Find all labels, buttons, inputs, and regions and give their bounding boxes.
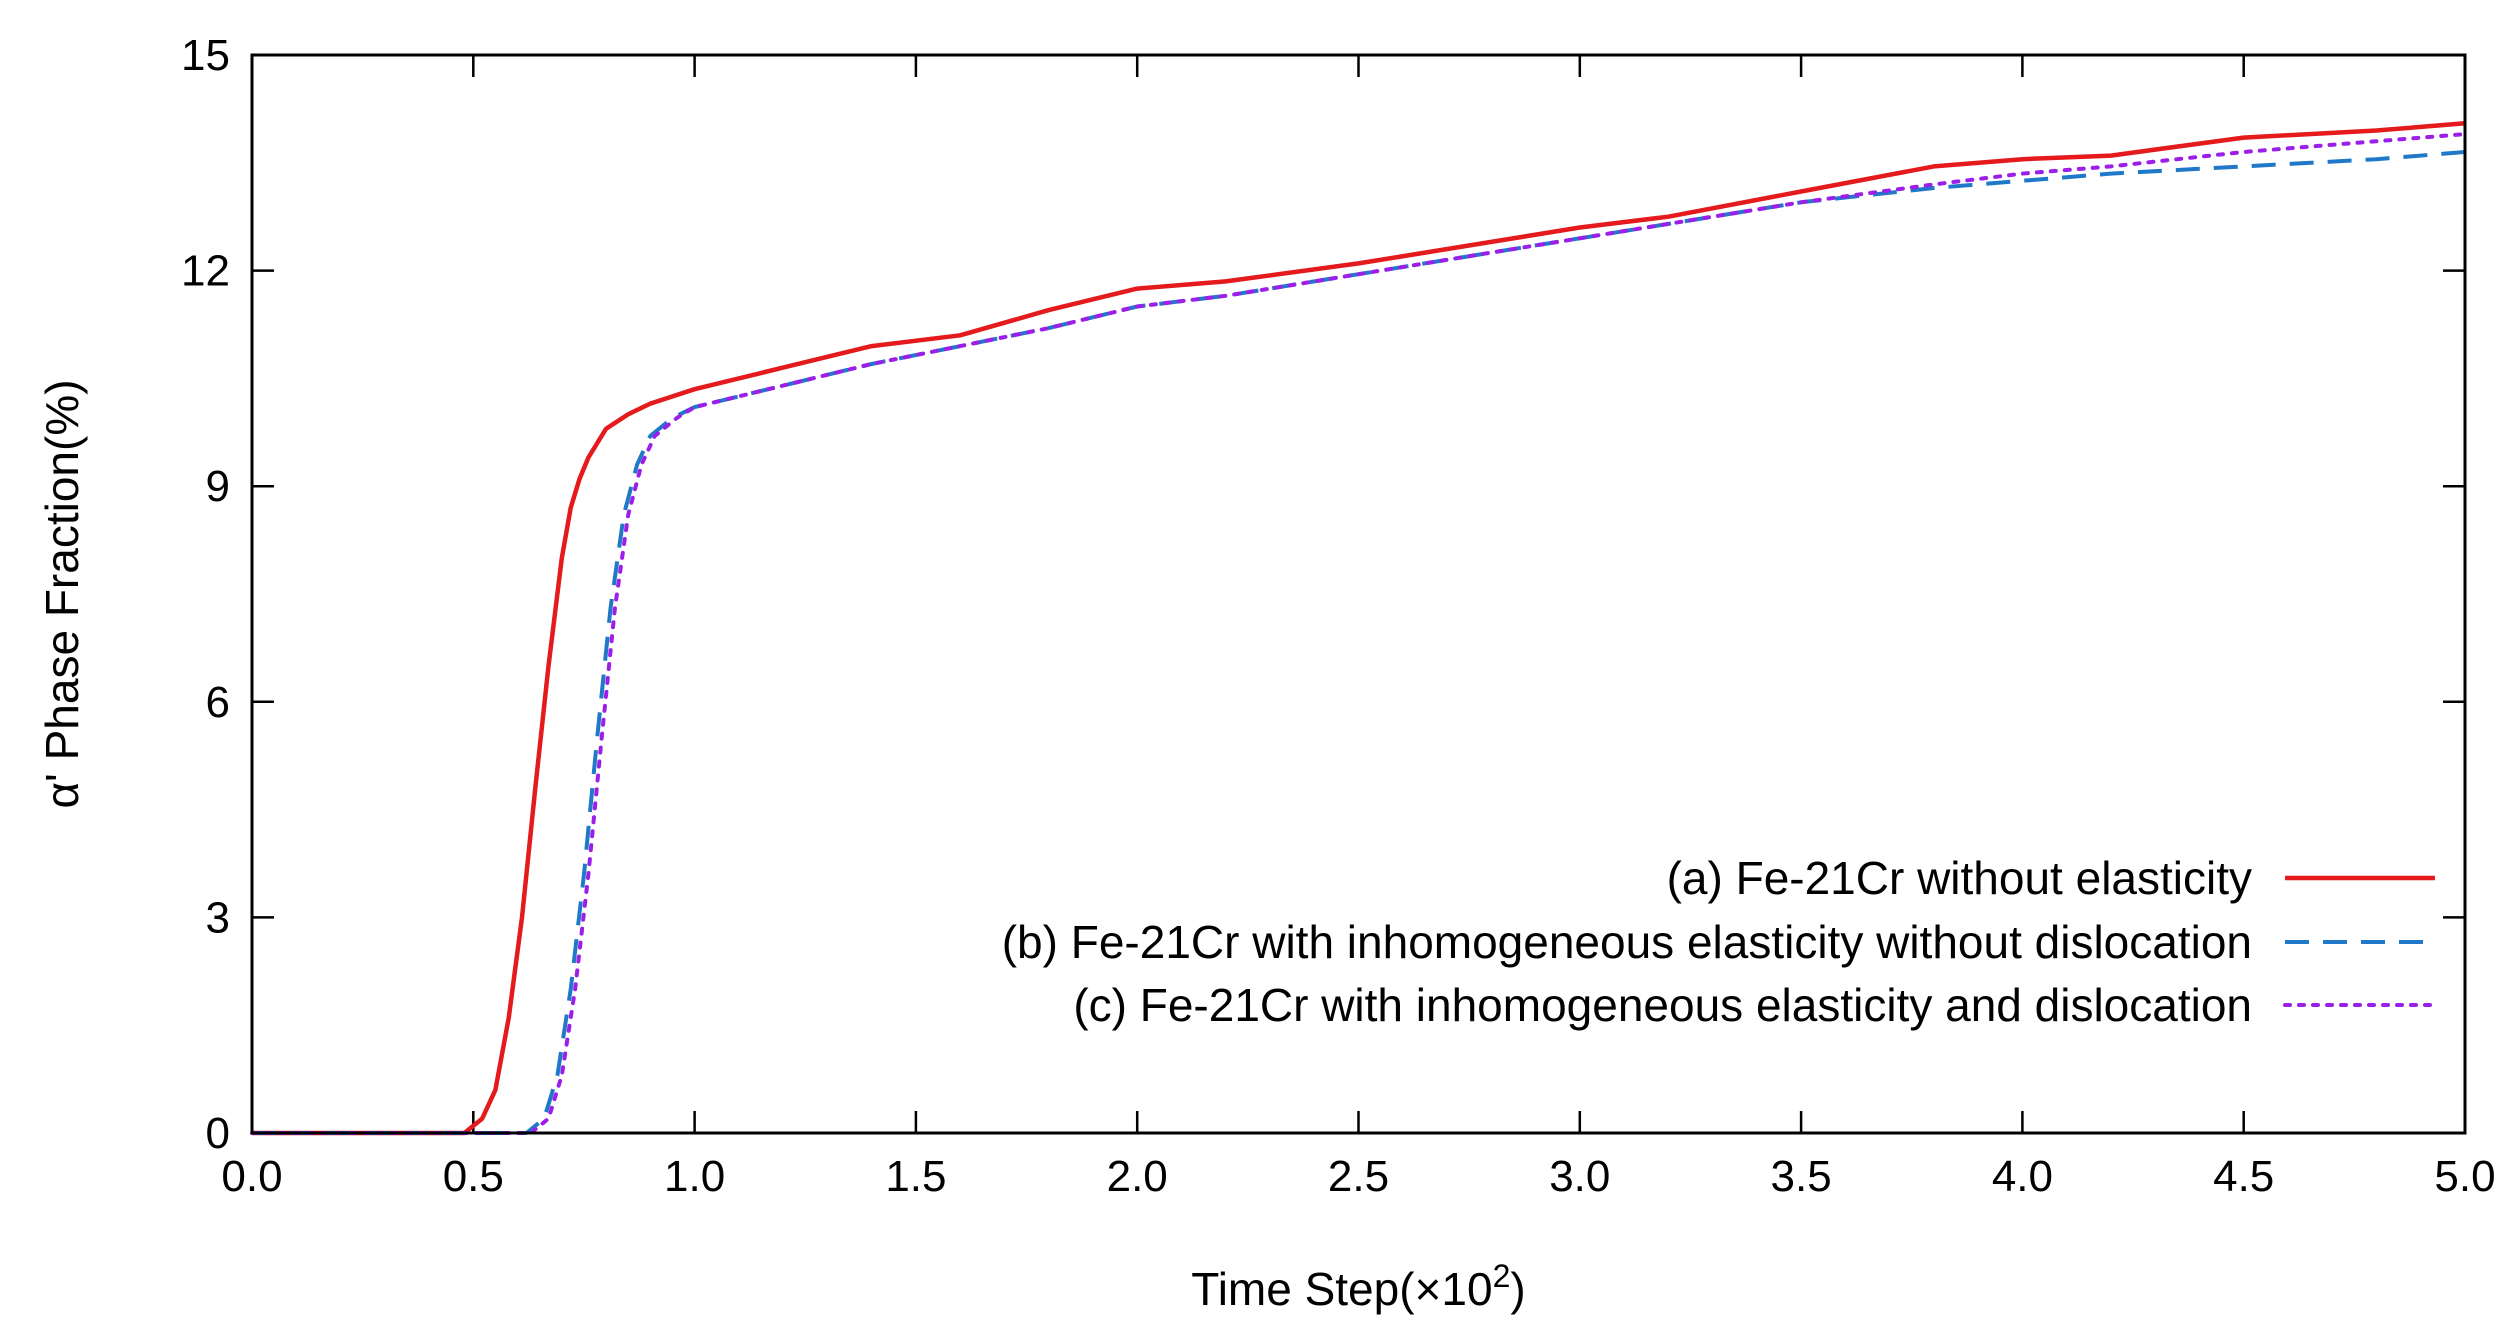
y-axis-title: α' Phase Fraction(%) bbox=[36, 379, 88, 808]
x-tick-label: 3.0 bbox=[1549, 1152, 1610, 1201]
x-tick-label: 5.0 bbox=[2434, 1152, 2495, 1201]
series-line-b bbox=[252, 150, 2466, 1135]
legend-label: (c) Fe-21Cr with inhomogeneous elasticit… bbox=[1073, 979, 2252, 1031]
x-tick-label: 1.5 bbox=[885, 1152, 946, 1201]
x-axis-title-superscript: 2 bbox=[1493, 1258, 1511, 1294]
x-tick-label: 1.0 bbox=[664, 1152, 725, 1201]
plot-frame bbox=[250, 53, 2467, 1135]
x-axis-title-suffix: ) bbox=[1510, 1263, 1525, 1315]
series-line-c bbox=[250, 132, 2467, 1135]
labels-layer: 0.0 0.5 1.0 1.5 2.0 2.5 3.0 3.5 4.0 4.5 5.0 0 3 6 9 12 1… bbox=[181, 31, 2496, 1201]
legend: (a) Fe-21Cr without elasticity (b) Fe-21C… bbox=[1002, 852, 2437, 1031]
series-line-a bbox=[252, 121, 2466, 1136]
y-tick-label: 9 bbox=[206, 462, 230, 511]
y-tick-label: 0 bbox=[206, 1109, 230, 1158]
y-tick-label: 12 bbox=[181, 247, 230, 296]
x-tick-label: 4.5 bbox=[2213, 1152, 2274, 1201]
x-tick-label: 0.0 bbox=[221, 1152, 282, 1201]
y-tick-label: 15 bbox=[181, 31, 230, 80]
x-tick-label: 4.0 bbox=[1992, 1152, 2053, 1201]
series-layer bbox=[250, 121, 2467, 1136]
x-tick-label: 0.5 bbox=[443, 1152, 504, 1201]
x-tick-label: 2.0 bbox=[1107, 1152, 1168, 1201]
x-tick-label: 3.5 bbox=[1771, 1152, 1832, 1201]
legend-label: (b) Fe-21Cr with inhomogeneous elasticit… bbox=[1002, 916, 2252, 968]
x-axis-title: Time Step(×102) bbox=[1191, 1258, 1525, 1315]
x-axis-title-main: Time Step(×10 bbox=[1191, 1263, 1492, 1315]
y-tick-label: 6 bbox=[206, 678, 230, 727]
legend-label: (a) Fe-21Cr without elasticity bbox=[1667, 852, 2252, 904]
y-tick-label: 3 bbox=[206, 893, 230, 942]
x-tick-label: 2.5 bbox=[1328, 1152, 1389, 1201]
